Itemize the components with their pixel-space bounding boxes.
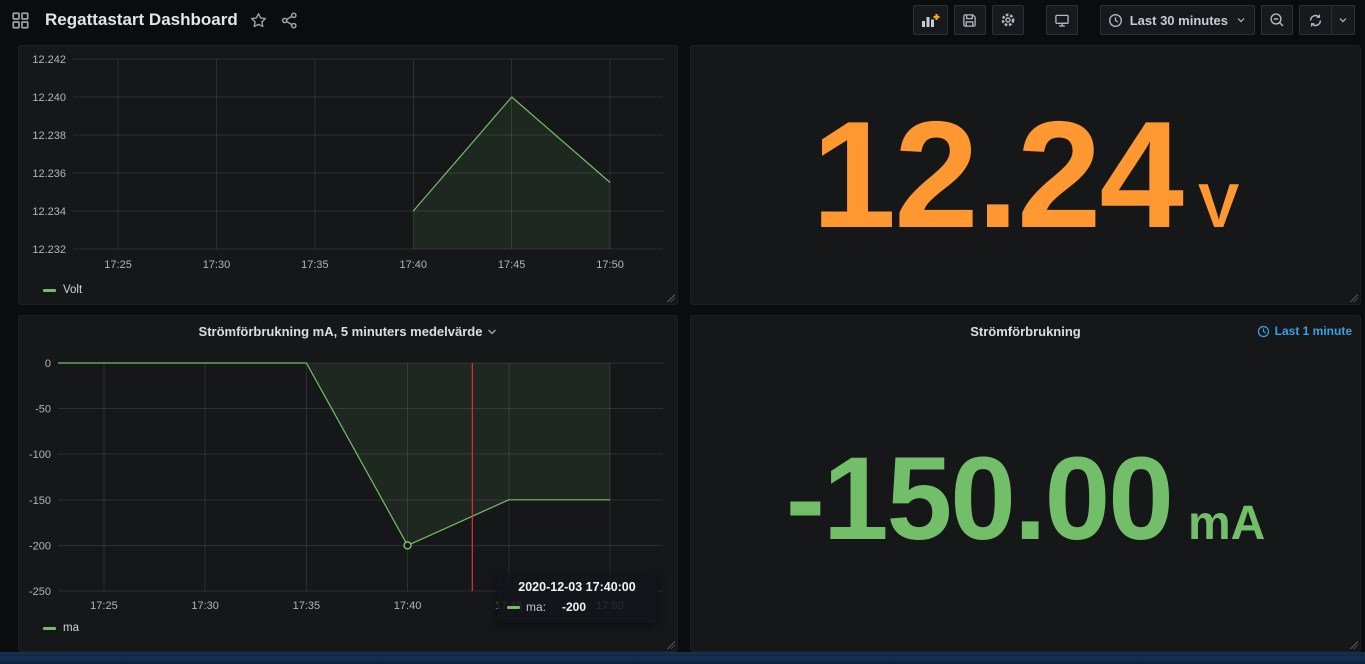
volt-time-series-graph[interactable]: 17:25 17:30 17:35 17:40 17:45 17:50 12.242 12.2… (19, 46, 679, 283)
svg-text:17:40: 17:40 (399, 259, 427, 271)
zoom-out-button[interactable] (1261, 5, 1293, 35)
tooltip-series-label: ma: (526, 600, 547, 614)
legend-swatch (43, 626, 56, 630)
tooltip-value: -200 (562, 600, 587, 614)
dashboard-settings-button[interactable] (991, 5, 1024, 35)
panel-resize-handle[interactable] (667, 641, 675, 649)
current-time-series-graph[interactable]: 17:2517:3017:3517:4017:4517:500-50-100-1… (19, 346, 679, 621)
svg-text:0: 0 (45, 358, 51, 370)
svg-text:-250: -250 (29, 586, 51, 598)
svg-text:17:25: 17:25 (104, 259, 132, 271)
svg-text:12.238: 12.238 (32, 130, 66, 142)
desktop-background-strip (0, 652, 1365, 664)
chevron-down-icon (1339, 18, 1347, 23)
save-icon (963, 13, 977, 27)
time-range-picker[interactable]: Last 30 minutes (1099, 5, 1255, 35)
panel-title-current-stat[interactable]: Strömförbrukning (970, 323, 1081, 339)
time-override-label: Last 1 minute (1274, 324, 1352, 338)
legend-label: Volt (63, 284, 83, 296)
panel-resize-handle[interactable] (1350, 641, 1358, 649)
svg-text:17:35: 17:35 (293, 600, 321, 612)
svg-text:12.232: 12.232 (32, 244, 66, 256)
current-value: -150.00 (785, 432, 1174, 565)
save-dashboard-button[interactable] (953, 5, 986, 35)
current-stat: -150.00 mA (786, 431, 1266, 567)
svg-text:17:45: 17:45 (498, 259, 526, 271)
legend-label: ma (63, 622, 79, 634)
refresh-icon (1309, 14, 1322, 26)
dashboard-grid: 17:25 17:30 17:35 17:40 17:45 17:50 12.242 12.2… (0, 40, 1365, 653)
svg-text:12.242: 12.242 (32, 54, 66, 66)
panel-current-graph: Strömförbrukning mA, 5 minuters medelvär… (18, 315, 678, 652)
share-button[interactable] (279, 10, 300, 31)
panel-title-current-graph[interactable]: Strömförbrukning mA, 5 minuters medelvär… (199, 324, 498, 339)
graph-tooltip: 2020-12-03 17:40:00 ma: -200 (497, 573, 657, 623)
time-range-label: Last 30 minutes (1129, 12, 1228, 28)
add-panel-icon (921, 13, 940, 27)
svg-text:17:30: 17:30 (191, 600, 219, 612)
dashboard-title[interactable]: Regattastart Dashboard (45, 10, 238, 29)
svg-text:-100: -100 (29, 449, 51, 461)
svg-text:12.240: 12.240 (32, 92, 66, 104)
voltage-value: 12.24 (811, 89, 1184, 260)
svg-text:-200: -200 (29, 540, 51, 552)
refresh-interval-dropdown[interactable] (1331, 5, 1355, 35)
panel-header: Strömförbrukning Last 1 minute (691, 316, 1360, 346)
gear-icon (1001, 13, 1015, 27)
tooltip-series-swatch (507, 605, 520, 609)
star-button[interactable] (248, 10, 269, 31)
panel-time-override[interactable]: Last 1 minute (1257, 316, 1352, 346)
svg-text:17:25: 17:25 (90, 600, 118, 612)
current-unit: mA (1187, 496, 1266, 550)
zoom-out-icon (1270, 13, 1284, 27)
svg-text:-150: -150 (29, 495, 51, 507)
svg-text:17:40: 17:40 (394, 600, 422, 612)
panel-current-stat: Strömförbrukning Last 1 minute -150.00 m… (690, 315, 1361, 652)
legend-item-volt[interactable]: Volt (43, 284, 82, 296)
clock-icon (1108, 13, 1122, 27)
svg-text:17:30: 17:30 (203, 259, 231, 271)
chevron-down-icon (488, 329, 497, 335)
chevron-down-icon (1237, 18, 1245, 23)
voltage-stat: 12.24 V (812, 88, 1240, 263)
panel-volt-stat: 12.24 V (690, 45, 1361, 305)
legend-item-ma[interactable]: ma (43, 622, 79, 634)
panel-header: Strömförbrukning mA, 5 minuters medelvär… (19, 316, 677, 346)
legend-swatch (43, 288, 56, 292)
refresh-button[interactable] (1299, 5, 1331, 35)
apps-grid-icon[interactable] (10, 10, 31, 31)
svg-text:12.236: 12.236 (32, 168, 66, 180)
svg-text:12.234: 12.234 (32, 206, 66, 218)
svg-text:17:50: 17:50 (596, 259, 624, 271)
tooltip-timestamp: 2020-12-03 17:40:00 (518, 580, 636, 594)
svg-text:-50: -50 (35, 404, 51, 416)
top-nav: Regattastart Dashboard (0, 0, 1365, 40)
panel-volt-graph: 17:25 17:30 17:35 17:40 17:45 17:50 12.242 12.2… (18, 45, 678, 305)
monitor-icon (1054, 14, 1069, 27)
voltage-unit: V (1198, 171, 1240, 241)
svg-text:17:35: 17:35 (301, 259, 329, 271)
clock-icon (1257, 325, 1269, 337)
cycle-view-button[interactable] (1045, 5, 1078, 35)
add-panel-button[interactable] (912, 5, 948, 35)
panel-resize-handle[interactable] (667, 294, 675, 302)
panel-resize-handle[interactable] (1350, 294, 1358, 302)
